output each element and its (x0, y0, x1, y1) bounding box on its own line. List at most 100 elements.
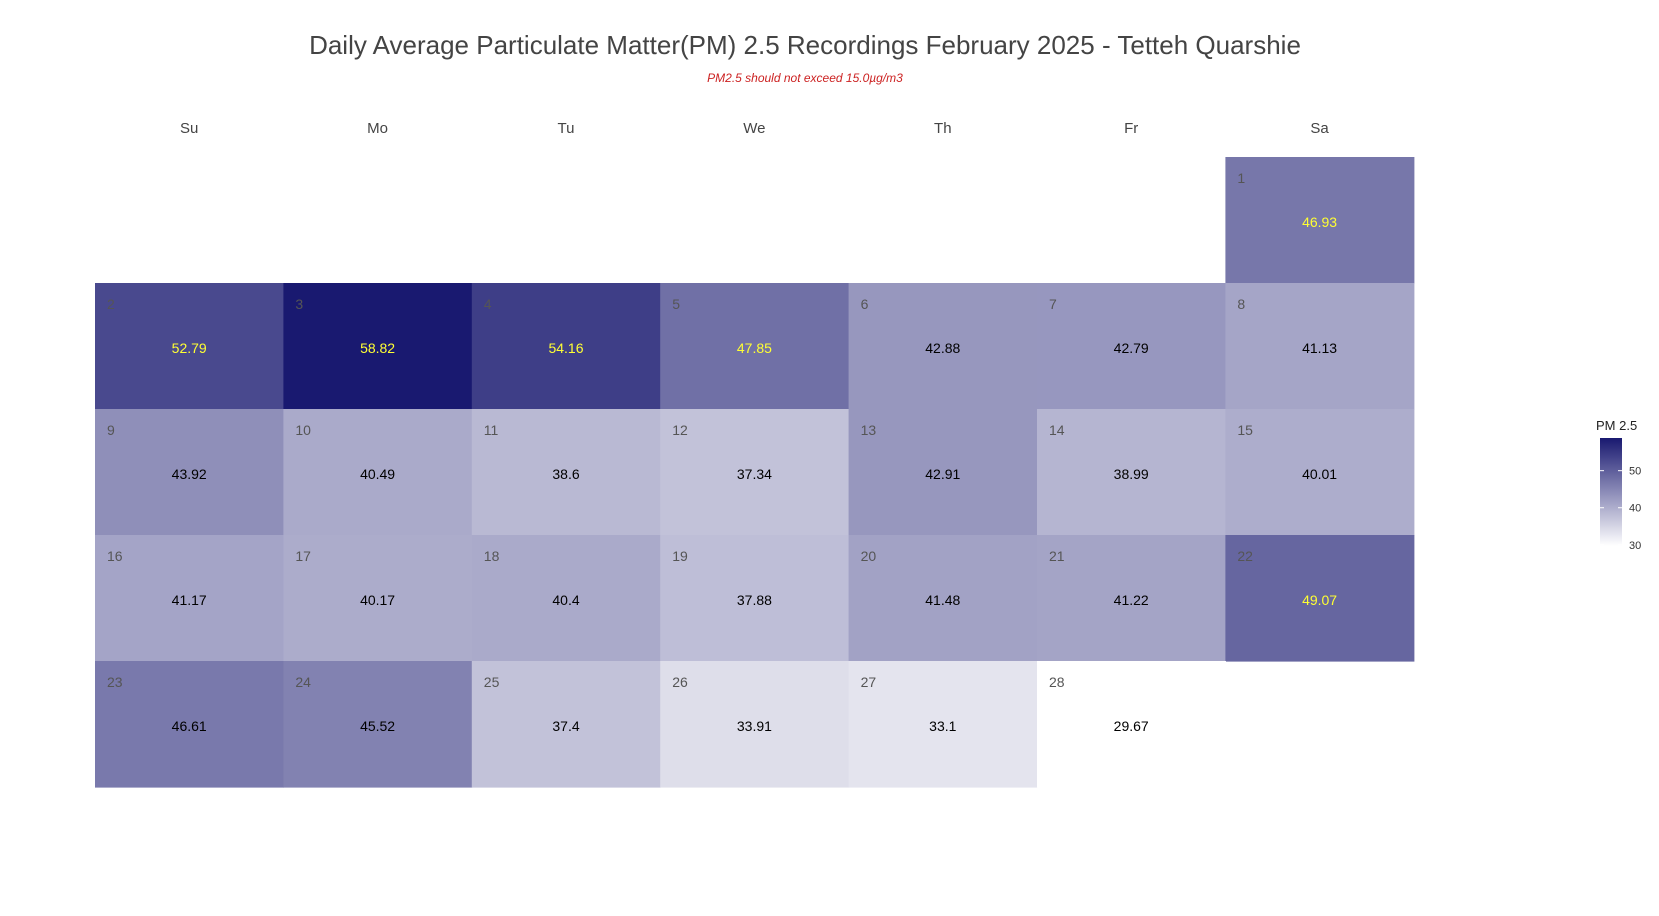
day-tile (1225, 409, 1415, 536)
day-cell-21: 21 41.22 (1037, 535, 1226, 662)
day-number: 28 (1049, 674, 1065, 690)
day-number: 3 (295, 296, 303, 312)
day-value-label: 49.07 (1302, 592, 1337, 608)
day-value-label: 45.52 (360, 718, 395, 734)
day-tile (848, 283, 1038, 410)
day-cell-9: 943.92 (95, 409, 284, 536)
day-value-label: 42.88 (925, 340, 960, 356)
day-value-label: 42.79 (1114, 340, 1149, 356)
day-cell-14: 14 38.99 (1037, 409, 1226, 536)
day-value-label: 41.17 (172, 592, 207, 608)
day-number: 6 (861, 296, 869, 312)
day-value-label: 52.79 (172, 340, 207, 356)
day-tile (283, 661, 473, 788)
day-tile (660, 535, 850, 662)
chart-subtitle: PM2.5 should not exceed 15.0µg/m3 (707, 71, 903, 85)
day-cell-27: 27 33.1 (848, 661, 1038, 788)
day-cells: 146.93252.79358.82454.16547.85642.88742.… (95, 157, 1415, 788)
weekday-header-su: Su (180, 120, 198, 137)
day-cell-16: 16 41.17 (95, 535, 284, 662)
day-cell-25: 25 37.4 (471, 661, 661, 788)
weekday-header-we: We (743, 120, 765, 137)
day-cell-5: 547.85 (660, 283, 850, 410)
legend-tick-label: 50 (1629, 466, 1641, 478)
day-number: 25 (484, 674, 500, 690)
day-tile (283, 409, 473, 536)
day-cell-22: 22 49.07 (1225, 535, 1415, 662)
day-cell-18: 18 40.4 (471, 535, 661, 662)
day-value-label: 37.4 (552, 718, 579, 734)
day-number: 10 (295, 422, 311, 438)
day-cell-17: 17 40.17 (283, 535, 473, 662)
day-value-label: 40.17 (360, 592, 395, 608)
day-value-label: 37.88 (737, 592, 772, 608)
day-value-label: 38.6 (552, 466, 579, 482)
day-value-label: 41.22 (1114, 592, 1149, 608)
day-tile (848, 409, 1038, 536)
day-tile (1037, 661, 1226, 788)
day-number: 23 (107, 674, 123, 690)
day-number: 9 (107, 422, 115, 438)
day-value-label: 40.49 (360, 466, 395, 482)
day-cell-26: 26 33.91 (660, 661, 850, 788)
legend-tick-label: 30 (1629, 540, 1641, 552)
day-number: 15 (1237, 422, 1253, 438)
weekday-header-mo: Mo (367, 120, 388, 137)
day-cell-10: 10 40.49 (283, 409, 473, 536)
day-value-label: 54.16 (548, 340, 583, 356)
day-value-label: 29.67 (1114, 718, 1149, 734)
day-number: 2 (107, 296, 115, 312)
day-number: 18 (484, 548, 500, 564)
day-tile (1225, 157, 1415, 284)
weekday-headers: Su Mo Tu We Th Fr Sa (180, 120, 1329, 137)
day-cell-13: 13 42.91 (848, 409, 1038, 536)
day-cell-4: 454.16 (471, 283, 661, 410)
day-value-label: 43.92 (172, 466, 207, 482)
day-number: 5 (672, 296, 680, 312)
weekday-header-th: Th (934, 120, 952, 137)
day-cell-23: 23 46.61 (95, 661, 284, 788)
day-value-label: 40.4 (552, 592, 579, 608)
day-tile (848, 661, 1038, 788)
day-number: 14 (1049, 422, 1065, 438)
day-value-label: 33.1 (929, 718, 956, 734)
day-number: 7 (1049, 296, 1057, 312)
day-tile (1037, 283, 1226, 410)
legend-title: PM 2.5 (1596, 418, 1638, 433)
day-tile (1225, 283, 1415, 410)
day-number: 17 (295, 548, 311, 564)
day-value-label: 46.61 (172, 718, 207, 734)
day-cell-3: 358.82 (283, 283, 473, 410)
day-cell-11: 11 38.6 (471, 409, 661, 536)
day-number: 22 (1237, 548, 1253, 564)
legend-colorbar: 50 40 30 (1600, 438, 1641, 552)
day-value-label: 47.85 (737, 340, 772, 356)
day-number: 12 (672, 422, 688, 438)
day-tile (1225, 535, 1415, 662)
day-tile (1037, 535, 1226, 662)
legend-tick-label: 40 (1629, 503, 1641, 515)
day-value-label: 41.13 (1302, 340, 1337, 356)
day-cell-20: 20 41.48 (848, 535, 1038, 662)
day-cell-1: 146.93 (1225, 157, 1415, 284)
day-cell-15: 15 40.01 (1225, 409, 1415, 536)
day-tile (471, 409, 661, 536)
weekday-header-fr: Fr (1124, 120, 1138, 137)
day-number: 1 (1237, 170, 1245, 186)
day-cell-8: 841.13 (1225, 283, 1415, 410)
day-number: 13 (861, 422, 877, 438)
day-tile (848, 535, 1038, 662)
day-value-label: 46.93 (1302, 214, 1337, 230)
day-number: 11 (484, 422, 499, 438)
day-number: 19 (672, 548, 688, 564)
day-cell-19: 19 37.88 (660, 535, 850, 662)
day-tile (660, 283, 850, 410)
day-cell-2: 252.79 (95, 283, 284, 410)
day-cell-12: 12 37.34 (660, 409, 850, 536)
day-value-label: 40.01 (1302, 466, 1337, 482)
calendar-heatmap: Su Mo Tu We Th Fr Sa 146.93252.79358.82454.165… (95, 120, 1415, 788)
day-tile (95, 283, 284, 410)
weekday-header-sa: Sa (1310, 120, 1329, 137)
day-cell-28: 28 29.67 (1037, 661, 1226, 788)
day-value-label: 37.34 (737, 466, 772, 482)
